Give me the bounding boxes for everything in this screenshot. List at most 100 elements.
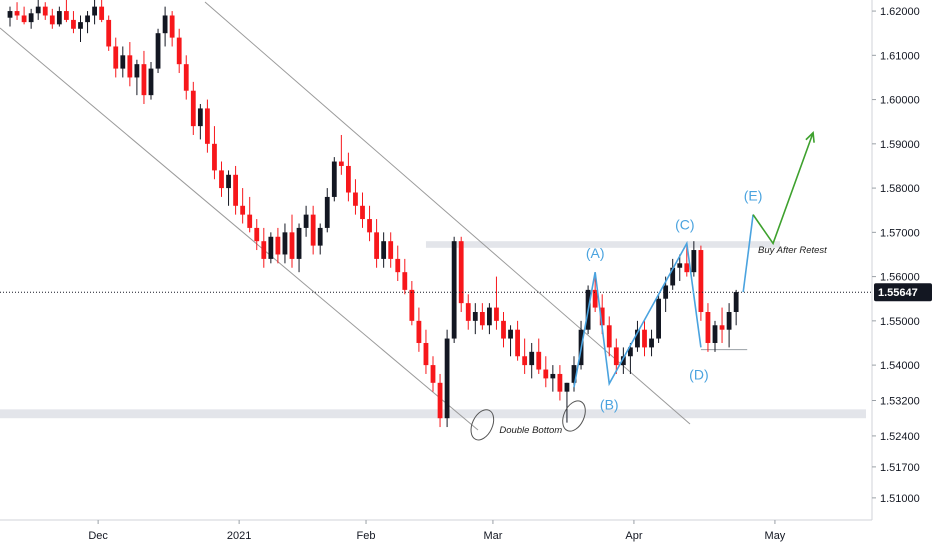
candle-body [254, 227, 260, 242]
candle [402, 258, 408, 295]
candle-body [28, 13, 34, 23]
candle-body [205, 108, 210, 144]
candle [261, 227, 267, 268]
candle-body [176, 37, 182, 65]
candle-body [106, 19, 112, 47]
candle [367, 205, 372, 242]
y-tick-label: 1.53200 [880, 396, 920, 408]
y-tick-label: 1.56000 [880, 272, 920, 284]
candle [656, 294, 661, 343]
candle [254, 219, 260, 251]
candle-body [78, 22, 83, 29]
double-bottom-ellipse-left [470, 409, 495, 441]
candle [628, 342, 633, 374]
candle [444, 329, 450, 428]
candle [240, 188, 246, 224]
current-price-text: 1.55647 [878, 287, 918, 299]
candle-body [7, 11, 13, 18]
candle-body [409, 289, 415, 321]
candle [35, 0, 41, 20]
buy-after-retest-label: Buy After Retest [758, 245, 827, 256]
candle-body [508, 329, 513, 339]
candle [684, 245, 690, 277]
candle [42, 2, 48, 20]
candle [353, 179, 358, 215]
candle [451, 236, 457, 343]
x-tick-label: Feb [357, 530, 376, 542]
candle [698, 245, 704, 321]
candle [310, 205, 316, 255]
double-bottom-ellipse-right [562, 400, 586, 432]
candle [381, 232, 387, 268]
candle [670, 258, 676, 290]
candle-body [719, 325, 725, 330]
x-tick-label: Mar [483, 530, 502, 542]
candle [606, 316, 612, 357]
wave-label-d: (D) [689, 366, 708, 382]
channel-lower-line [0, 27, 479, 431]
candle [465, 294, 471, 330]
y-tick-label: 1.52400 [880, 431, 920, 443]
candle-body [691, 250, 697, 273]
candle [346, 152, 351, 202]
candle-body [571, 365, 577, 383]
wave-path-d-e [742, 214, 754, 293]
x-tick-label: 2021 [227, 530, 251, 542]
candle-body [395, 258, 401, 273]
candle-body [663, 285, 669, 299]
candle [85, 11, 90, 34]
candle [113, 37, 119, 78]
candle-body [423, 342, 429, 366]
candle-body [113, 46, 119, 69]
candle [458, 236, 464, 312]
candle-body [444, 338, 450, 419]
candle [522, 338, 528, 374]
candle [515, 320, 520, 361]
candle [106, 15, 112, 51]
candle-body [141, 64, 147, 96]
candle [635, 320, 640, 352]
candle [360, 192, 365, 228]
candle [92, 0, 97, 25]
candle [529, 342, 535, 379]
target-arrowhead [805, 131, 815, 143]
y-tick-label: 1.62000 [880, 6, 920, 18]
candle-body [99, 6, 105, 20]
candle-body [49, 15, 55, 25]
candle [613, 338, 619, 374]
candle [338, 134, 344, 175]
candle [99, 0, 105, 23]
candle-body [212, 143, 217, 171]
candle-body [14, 11, 20, 16]
candle-body [162, 15, 168, 34]
candle-body [501, 320, 506, 339]
channel-layer [0, 1, 691, 431]
candle [564, 382, 570, 423]
candle-body [479, 312, 485, 326]
wave-path-a-d [573, 240, 702, 388]
y-tick-label: 1.60000 [880, 95, 920, 107]
candle-body [226, 174, 231, 189]
candle-body [346, 165, 351, 193]
candle [148, 61, 154, 100]
overlay-layer: (A) (B) (C) (D) (E) Buy After Retest Double Bo… [0, 131, 872, 441]
candle-body [656, 298, 661, 339]
candle-body [620, 356, 626, 366]
x-tick-label: Dec [88, 530, 108, 542]
candle [183, 55, 189, 100]
candle [543, 356, 549, 388]
candle [28, 8, 34, 29]
candle [705, 303, 711, 352]
candle [317, 223, 323, 255]
y-tick-label: 1.51700 [880, 462, 920, 474]
candle-body [71, 19, 76, 29]
target-arrow-path [752, 132, 814, 246]
candle-body [134, 64, 140, 78]
candle-body [649, 338, 654, 348]
candle [205, 99, 210, 153]
candle [437, 373, 443, 428]
candle-body [550, 373, 556, 379]
wave-label-a: (A) [586, 245, 605, 261]
candle-body [331, 161, 337, 197]
